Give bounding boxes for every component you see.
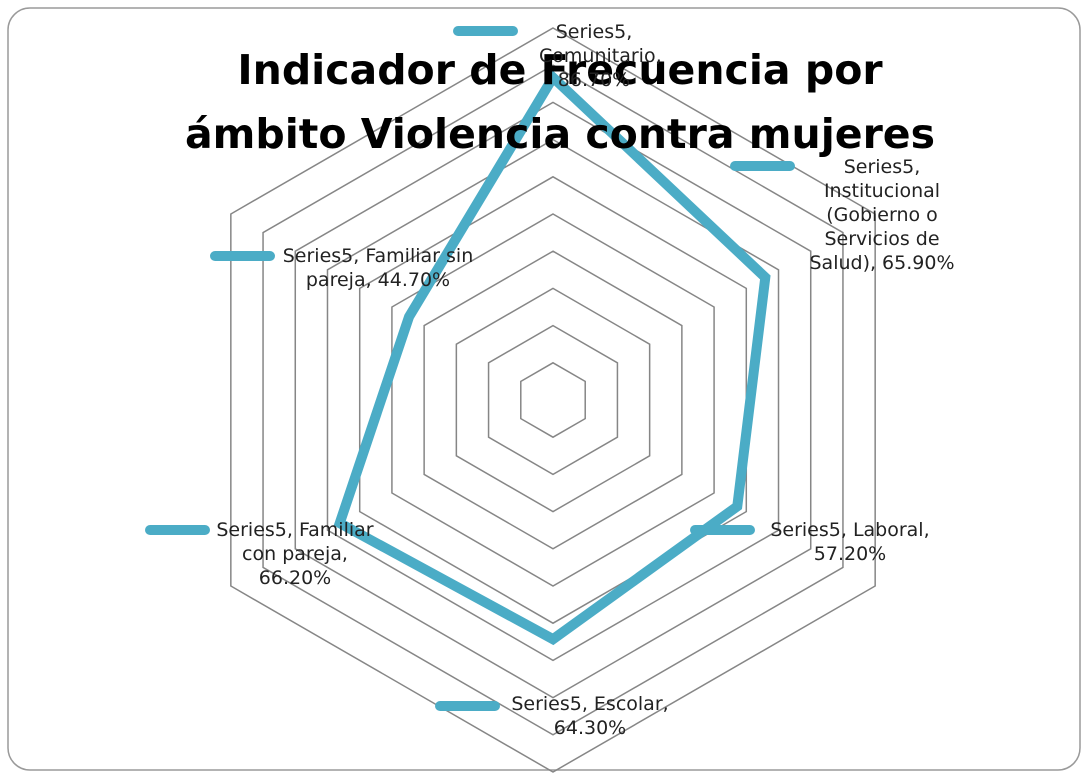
grid-ring <box>294 101 812 699</box>
grid-ring <box>358 175 748 625</box>
data-label: Series5, Comunitario, 86.70% <box>539 21 662 91</box>
grid-ring <box>455 287 651 513</box>
chart-frame <box>7 7 1081 771</box>
chart-title: Indicador de Frecuencia por ámbito Viole… <box>184 46 936 158</box>
grid-ring <box>520 361 586 439</box>
grid-ring <box>326 138 780 662</box>
data-label: Series5, Familiar sin pareja, 44.70% <box>282 245 474 291</box>
data-label: Series5, Institucional (Gobierno o Servi… <box>809 156 955 274</box>
data-label: Series5, Escolar, 64.30% <box>511 693 669 739</box>
grid-ring <box>423 250 683 550</box>
grid-ring <box>487 324 619 476</box>
grid-ring <box>391 213 715 587</box>
series-line <box>333 69 771 646</box>
data-label: Series5, Familiar con pareja, 66.20% <box>216 519 374 589</box>
data-label: Series5, Laboral, 57.20% <box>770 519 930 565</box>
grid-ring <box>262 64 844 736</box>
grid-ring <box>230 27 876 773</box>
